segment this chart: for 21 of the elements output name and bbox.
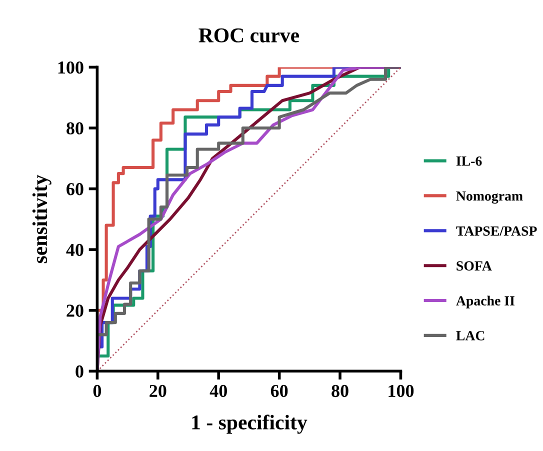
x-tick-label: 40 (210, 384, 227, 398)
y-tick-label: 0 (76, 365, 84, 378)
y-tick-label: 80 (66, 122, 84, 134)
x-tick-label: 20 (150, 384, 166, 398)
legend-label: IL-6 (456, 156, 482, 166)
y-tick-label: 60 (66, 183, 84, 196)
legend-label: SOFA (456, 261, 492, 271)
y-tick-label: 100 (58, 61, 84, 74)
x-tick-label: 60 (270, 384, 288, 398)
x-tick-label: 80 (332, 384, 348, 398)
chart-title: ROC curve (198, 28, 300, 42)
legend-label: Apache II (456, 296, 514, 308)
y-axis-title: sensitivity (32, 174, 52, 264)
x-tick-label: 100 (388, 384, 414, 398)
legend-label: TAPSE/PASP (456, 226, 537, 236)
legend-label: Nomogram (456, 191, 523, 204)
x-tick-label: 0 (93, 384, 102, 398)
y-tick-label: 20 (66, 304, 84, 317)
x-axis-title: 1 - specificity (192, 414, 308, 434)
y-tick-label: 40 (66, 244, 84, 256)
legend-label: LAC (456, 331, 484, 340)
